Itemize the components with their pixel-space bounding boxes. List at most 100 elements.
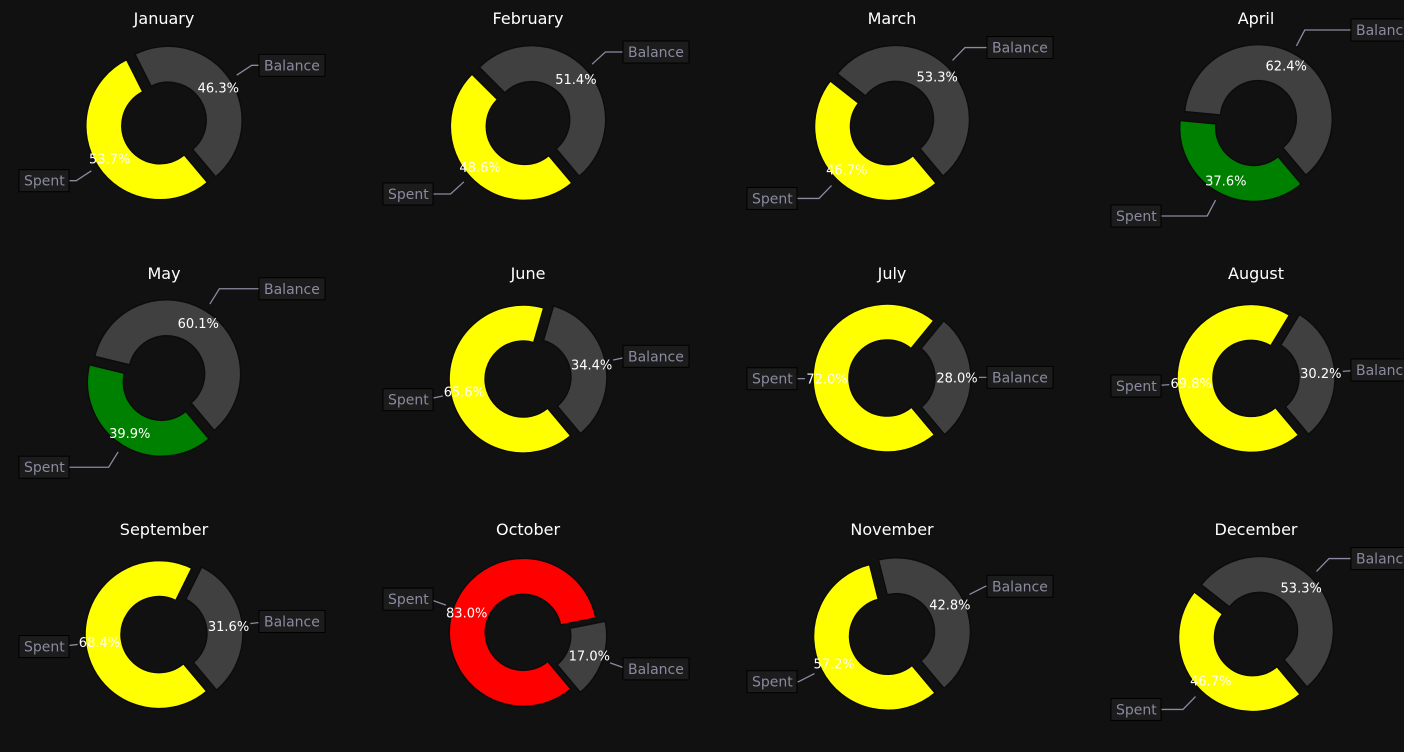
balance-label-box bbox=[986, 574, 1054, 598]
spent-slice bbox=[1177, 590, 1302, 713]
spent-percent-label: 57.2% bbox=[813, 658, 854, 673]
spent-label: Spent bbox=[752, 675, 793, 691]
spent-label-box bbox=[746, 186, 798, 210]
balance-leader-line bbox=[952, 46, 987, 61]
balance-label: Balance bbox=[264, 614, 320, 630]
spent-label-box bbox=[382, 182, 434, 206]
spent-percent-label: 65.6% bbox=[444, 385, 485, 400]
balance-label-box bbox=[1350, 358, 1404, 382]
spent-percent-label: 69.8% bbox=[1171, 377, 1212, 392]
spent-label-box bbox=[18, 635, 70, 659]
spent-slice bbox=[812, 563, 937, 711]
spent-label: Spent bbox=[24, 640, 65, 656]
chart-title: March bbox=[868, 9, 917, 28]
spent-label: Spent bbox=[752, 191, 793, 207]
balance-slice bbox=[478, 44, 607, 178]
balance-slice bbox=[184, 566, 244, 692]
spent-label-box bbox=[18, 169, 70, 193]
spent-label-box bbox=[1110, 374, 1162, 398]
spent-label: Spent bbox=[388, 187, 429, 203]
spent-label-box bbox=[18, 455, 70, 479]
balance-slice bbox=[836, 44, 971, 178]
chart-title: September bbox=[120, 520, 209, 539]
balance-label-box bbox=[258, 609, 326, 633]
balance-slice bbox=[1183, 43, 1334, 177]
balance-label-box bbox=[986, 36, 1054, 60]
spent-percent-label: 68.4% bbox=[79, 636, 120, 651]
spent-leader-line bbox=[797, 185, 832, 200]
spent-slice bbox=[85, 58, 209, 201]
chart-title: May bbox=[147, 264, 180, 283]
balance-leader-line bbox=[209, 288, 259, 305]
donut-chart-december: December 46.7% Spent 53.3% Balance bbox=[1110, 520, 1404, 721]
chart-title: November bbox=[850, 520, 934, 539]
chart-title: June bbox=[510, 264, 546, 283]
donut-chart-march: March 46.7% Spent 53.3% Balance bbox=[746, 9, 1054, 210]
balance-percent-label: 62.4% bbox=[1266, 59, 1307, 74]
balance-leader-line bbox=[236, 64, 259, 76]
donut-chart-april: April 37.6% Spent 62.4% Balance bbox=[1110, 9, 1404, 228]
spent-label-box bbox=[1110, 697, 1162, 721]
spent-leader-line bbox=[1161, 199, 1217, 217]
spent-slice bbox=[84, 559, 208, 710]
balance-label: Balance bbox=[992, 370, 1048, 386]
balance-label: Balance bbox=[628, 662, 684, 678]
balance-percent-label: 31.6% bbox=[208, 620, 249, 635]
balance-label: Balance bbox=[264, 282, 320, 298]
balance-leader-line bbox=[1295, 29, 1351, 47]
spent-slice bbox=[813, 79, 938, 202]
balance-percent-label: 46.3% bbox=[198, 81, 239, 96]
spent-label: Spent bbox=[24, 174, 65, 190]
spent-label-box bbox=[746, 367, 798, 391]
balance-percent-label: 42.8% bbox=[929, 598, 970, 613]
balance-slice bbox=[919, 319, 972, 436]
balance-label-box bbox=[1350, 18, 1404, 42]
spent-label: Spent bbox=[1116, 379, 1157, 395]
donut-chart-august: August 69.8% Spent 30.2% Balance bbox=[1110, 264, 1404, 454]
balance-label-box bbox=[622, 657, 690, 681]
balance-percent-label: 51.4% bbox=[555, 73, 596, 88]
spent-slice bbox=[1176, 303, 1300, 454]
spent-label: Spent bbox=[388, 393, 429, 409]
balance-leader-line bbox=[1316, 557, 1351, 572]
balance-label: Balance bbox=[1356, 363, 1404, 379]
balance-percent-label: 53.3% bbox=[917, 70, 958, 85]
spent-percent-label: 37.6% bbox=[1205, 175, 1246, 190]
spent-label-box bbox=[1110, 204, 1162, 228]
balance-label: Balance bbox=[1356, 23, 1404, 39]
balance-percent-label: 28.0% bbox=[936, 372, 977, 387]
balance-label-box bbox=[1350, 547, 1404, 571]
balance-leader-line bbox=[591, 51, 623, 65]
spent-percent-label: 46.7% bbox=[1190, 675, 1231, 690]
balance-label-box bbox=[258, 53, 326, 77]
chart-title: December bbox=[1215, 520, 1298, 539]
chart-title: August bbox=[1228, 264, 1284, 283]
donut-chart-november: November 57.2% Spent 42.8% Balance bbox=[746, 520, 1054, 711]
chart-title: January bbox=[133, 9, 195, 28]
balance-label-box bbox=[622, 344, 690, 368]
balance-slice bbox=[93, 299, 242, 432]
donut-chart-july: July 72.0% Spent 28.0% Balance bbox=[746, 264, 1054, 453]
spent-slice bbox=[812, 303, 936, 453]
donut-chart-may: May 39.9% Spent 60.1% Balance bbox=[18, 264, 326, 479]
donut-chart-october: October 83.0% Spent 17.0% Balance bbox=[382, 520, 690, 708]
balance-label-box bbox=[986, 365, 1054, 389]
spent-label: Spent bbox=[752, 372, 793, 388]
balance-slice bbox=[542, 304, 608, 435]
spent-percent-label: 46.7% bbox=[826, 164, 867, 179]
balance-percent-label: 30.2% bbox=[1300, 367, 1341, 382]
chart-title: April bbox=[1238, 9, 1275, 28]
donut-chart-january: January 53.7% Spent 46.3% Balance bbox=[18, 9, 326, 201]
balance-percent-label: 53.3% bbox=[1281, 581, 1322, 596]
spent-leader-line bbox=[69, 451, 119, 468]
spent-label: Spent bbox=[24, 460, 65, 476]
balance-label-box bbox=[258, 277, 326, 301]
spent-percent-label: 48.6% bbox=[459, 161, 500, 176]
balance-percent-label: 34.4% bbox=[571, 359, 612, 374]
balance-slice bbox=[877, 557, 972, 690]
balance-percent-label: 60.1% bbox=[178, 317, 219, 332]
spent-slice bbox=[449, 73, 573, 202]
balance-slice bbox=[133, 45, 243, 178]
spent-leader-line bbox=[69, 170, 92, 182]
